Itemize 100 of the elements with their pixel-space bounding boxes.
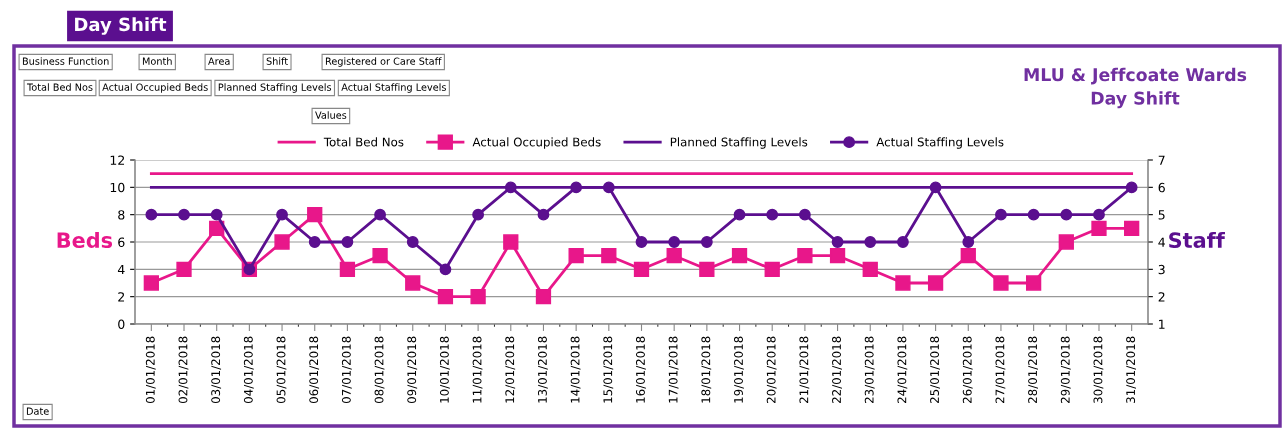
x-tick-label: 30/01/2018 <box>1093 336 1104 403</box>
point <box>897 236 909 248</box>
x-tick-label: 13/01/2018 <box>537 336 548 403</box>
point <box>145 208 158 221</box>
point <box>274 234 290 250</box>
point <box>1124 220 1140 236</box>
point <box>341 236 354 248</box>
point <box>535 289 552 305</box>
point <box>405 275 421 291</box>
point <box>308 236 321 248</box>
text: Business Function <box>22 57 109 65</box>
y2-tick-label: 5 <box>1158 210 1165 220</box>
point <box>895 275 911 291</box>
x-tick-label: 08/01/2018 <box>374 336 385 404</box>
point <box>995 208 1007 221</box>
point <box>797 248 813 264</box>
x-tick-label: 18/01/2018 <box>701 336 712 403</box>
point <box>472 208 485 221</box>
point <box>568 248 584 264</box>
point <box>831 236 844 248</box>
text: Month <box>142 57 172 65</box>
point <box>1025 275 1042 291</box>
point <box>666 248 682 264</box>
point <box>276 208 288 221</box>
y2-tick-label: 4 <box>1158 237 1165 247</box>
point <box>470 289 486 305</box>
point <box>766 208 779 221</box>
x-tick-label: 24/01/2018 <box>897 336 908 403</box>
point <box>829 248 846 264</box>
x-tick-label: 14/01/2018 <box>570 336 581 403</box>
y-tick-label: 12 <box>110 155 125 165</box>
point <box>1058 234 1074 250</box>
x-tick-label: 21/01/2018 <box>799 336 810 403</box>
point <box>1125 181 1138 194</box>
point <box>570 181 583 194</box>
point <box>929 181 942 194</box>
y2-tick-label: 2 <box>1158 292 1165 302</box>
x-tick-label: 12/01/2018 <box>505 336 516 403</box>
point <box>372 248 388 264</box>
text: Registered or Care Staff <box>325 57 442 67</box>
point <box>437 289 454 305</box>
y2-tick-label: 1 <box>1159 319 1165 329</box>
x-tick-label: 28/01/2018 <box>1028 336 1038 403</box>
x-tick-label: 23/01/2018 <box>864 336 875 403</box>
x-tick-label: 31/01/2018 <box>1126 336 1137 403</box>
x-tick-label: 02/01/2018 <box>178 336 189 404</box>
point <box>1091 220 1107 236</box>
x-tick-label: 05/01/2018 <box>276 336 287 404</box>
y2-tick-label: 7 <box>1158 155 1165 165</box>
x-tick-label: 19/01/2018 <box>734 336 744 403</box>
point <box>960 248 976 264</box>
text: Planned Staffing Levels <box>218 83 332 93</box>
text: Date <box>26 407 49 415</box>
point <box>731 248 748 264</box>
x-tick-label: 17/01/2018 <box>668 336 679 403</box>
text: Shift <box>266 57 288 65</box>
text: Actual Staffing Levels <box>341 83 446 93</box>
text: Total Bed Nos <box>26 83 93 91</box>
y-tick-label: 10 <box>110 182 125 193</box>
x-tick-label: 03/01/2018 <box>211 336 222 404</box>
point <box>176 261 192 277</box>
x-tick-label: 15/01/2018 <box>603 336 614 403</box>
point <box>668 236 681 248</box>
y-tick-label: 0 <box>118 319 125 329</box>
chart-title: Day Shift <box>75 17 167 35</box>
point <box>699 261 715 277</box>
x-tick-label: 09/01/2018 <box>407 336 418 404</box>
point <box>635 236 648 248</box>
x-tick-label: 22/01/2018 <box>832 336 842 403</box>
y-tick-label: 4 <box>117 264 125 275</box>
y-axis-title: Beds <box>57 231 113 249</box>
text: Area <box>208 57 230 65</box>
x-tick-label: 07/01/2018 <box>341 336 352 404</box>
y-tick-label: 8 <box>118 210 125 220</box>
legend-label: Total Bed Nos <box>323 137 404 147</box>
point <box>143 275 159 291</box>
legend-label: Actual Occupied Beds <box>472 137 601 149</box>
point <box>1027 208 1040 221</box>
point <box>537 208 550 221</box>
point <box>601 248 617 264</box>
point <box>798 208 811 221</box>
point <box>307 207 323 223</box>
point <box>339 261 356 277</box>
point <box>700 236 713 248</box>
point <box>962 236 975 248</box>
y2-tick-label: 3 <box>1158 264 1165 275</box>
point <box>764 261 780 277</box>
point <box>633 261 650 277</box>
legend-label: Actual Staffing Levels <box>876 137 1004 149</box>
point <box>862 261 878 277</box>
point <box>733 208 746 221</box>
x-tick-label: 27/01/2018 <box>995 336 1006 403</box>
x-tick-label: 16/01/2018 <box>636 336 646 403</box>
point <box>927 275 944 291</box>
point <box>210 208 223 221</box>
x-tick-label: 20/01/2018 <box>766 336 777 403</box>
x-tick-label: 29/01/2018 <box>1060 336 1071 403</box>
legend-label: Planned Staffing Levels <box>670 137 808 149</box>
x-tick-label: 11/01/2018 <box>472 336 483 403</box>
point <box>406 236 419 248</box>
